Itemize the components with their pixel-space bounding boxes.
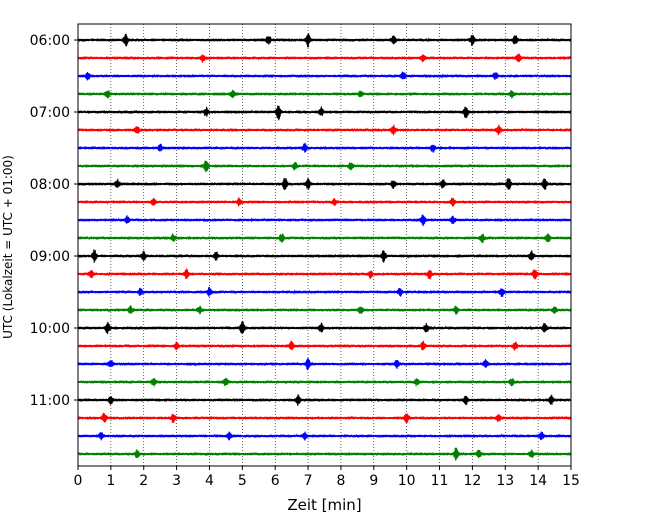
trace-1115 xyxy=(77,412,572,424)
x-tick-label: 4 xyxy=(205,473,214,489)
trace-0845 xyxy=(77,233,572,244)
trace-1045 xyxy=(77,377,572,387)
trace-0945 xyxy=(77,305,572,315)
x-tick-label: 8 xyxy=(336,473,345,489)
x-tick-label: 1 xyxy=(106,473,115,489)
x-tick-label: 3 xyxy=(172,473,181,489)
trace-0815 xyxy=(77,197,572,207)
trace-0645 xyxy=(77,89,572,99)
x-tick-label: 12 xyxy=(463,473,481,489)
trace-0700 xyxy=(77,105,572,121)
y-tick-label: 06:00 xyxy=(30,33,70,49)
y-tick-label: 08:00 xyxy=(30,177,70,193)
trace-1145 xyxy=(77,447,572,461)
y-tick-label: 11:00 xyxy=(30,393,70,409)
trace-1100 xyxy=(77,394,572,406)
x-tick-label: 0 xyxy=(74,473,83,489)
x-tick-label: 6 xyxy=(271,473,280,489)
trace-1015 xyxy=(77,340,572,351)
traces xyxy=(77,33,572,461)
x-tick-label: 2 xyxy=(139,473,148,489)
trace-0830 xyxy=(77,214,572,227)
trace-0915 xyxy=(77,268,572,280)
x-tick-label: 13 xyxy=(496,473,514,489)
trace-1130 xyxy=(77,431,572,441)
x-tick-label: 9 xyxy=(369,473,378,489)
y-axis-label: UTC (Lokalzeit = UTC + 01:00) xyxy=(1,155,15,339)
trace-0800 xyxy=(77,178,572,191)
x-tick-label: 7 xyxy=(304,473,313,489)
plot-background xyxy=(78,24,571,466)
x-tick-label: 11 xyxy=(431,473,449,489)
y-axis: 06:00 07:00 08:00 09:00 10:00 11:00 xyxy=(30,33,78,409)
trace-0745 xyxy=(77,160,572,172)
x-tick-label: 5 xyxy=(238,473,247,489)
trace-0930 xyxy=(77,286,572,297)
y-tick-label: 10:00 xyxy=(30,321,70,337)
y-tick-label: 09:00 xyxy=(30,249,70,265)
trace-0900 xyxy=(77,249,572,263)
trace-0715 xyxy=(77,124,572,136)
x-tick-label: 10 xyxy=(398,473,416,489)
trace-0630 xyxy=(77,71,572,81)
trace-0730 xyxy=(77,142,572,153)
trace-0600 xyxy=(77,33,572,48)
plot-frame xyxy=(77,23,572,467)
x-axis-label: Zeit [min] xyxy=(287,496,361,514)
trace-1030 xyxy=(77,357,572,371)
trace-0615 xyxy=(77,53,572,63)
x-axis: 0 1 2 3 4 5 6 7 8 9 10 11 12 13 14 15 xyxy=(74,466,580,489)
x-tick-label: 14 xyxy=(529,473,547,489)
y-tick-label: 07:00 xyxy=(30,105,70,121)
trace-1000 xyxy=(77,321,572,334)
x-tick-label: 15 xyxy=(562,473,580,489)
